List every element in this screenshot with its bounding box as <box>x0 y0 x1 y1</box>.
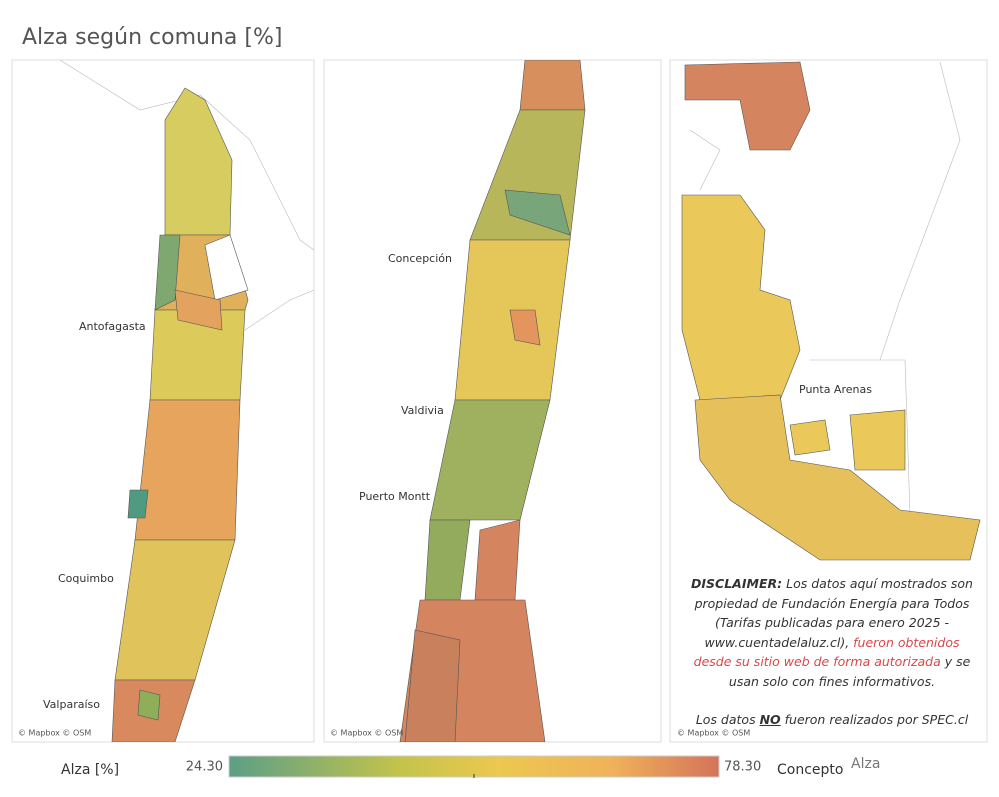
concept-label: Concepto <box>777 762 843 778</box>
legend-max: 78.30 <box>724 760 761 775</box>
legend-min: 24.30 <box>186 760 223 775</box>
map <box>681 61 981 561</box>
attribution: © Mapbox © OSM <box>677 729 750 738</box>
legend-gradient <box>228 755 720 778</box>
disclaimer-highlight: fueron obtenidos desde su sitio web de f… <box>693 634 960 670</box>
city-label: Coquimbo <box>58 572 114 585</box>
city-label: Concepción <box>388 252 452 265</box>
disclaimer-ending: y se usan solo con fines informativos. <box>728 654 971 689</box>
disclaimer: DISCLAIMER: Los datos aquí mostrados son… <box>684 574 980 730</box>
attribution: © Mapbox © OSM <box>18 729 91 738</box>
concept-value: Alza <box>851 756 880 772</box>
city-label: Valdivia <box>401 404 444 417</box>
map <box>399 60 586 742</box>
city-label: Punta Arenas <box>799 383 872 396</box>
note-emphasis: NO <box>759 712 781 727</box>
note-end: fueron realizados por SPEC.cl <box>780 712 969 727</box>
city-label: Puerto Montt <box>359 490 431 503</box>
title: Alza según comuna [%] <box>22 25 282 50</box>
note-start: Los datos <box>695 712 760 727</box>
map <box>59 60 314 742</box>
disclaimer-text: Los datos aquí mostrados son propiedad d… <box>694 576 973 650</box>
city-label: Valparaíso <box>43 698 100 711</box>
disclaimer-note: Los datos NO fueron realizados por SPEC.… <box>684 710 980 730</box>
disclaimer-heading: DISCLAIMER: <box>691 576 783 591</box>
attribution: © Mapbox © OSM <box>330 729 403 738</box>
legend-label: Alza [%] <box>61 762 119 778</box>
city-label: Antofagasta <box>79 320 146 333</box>
